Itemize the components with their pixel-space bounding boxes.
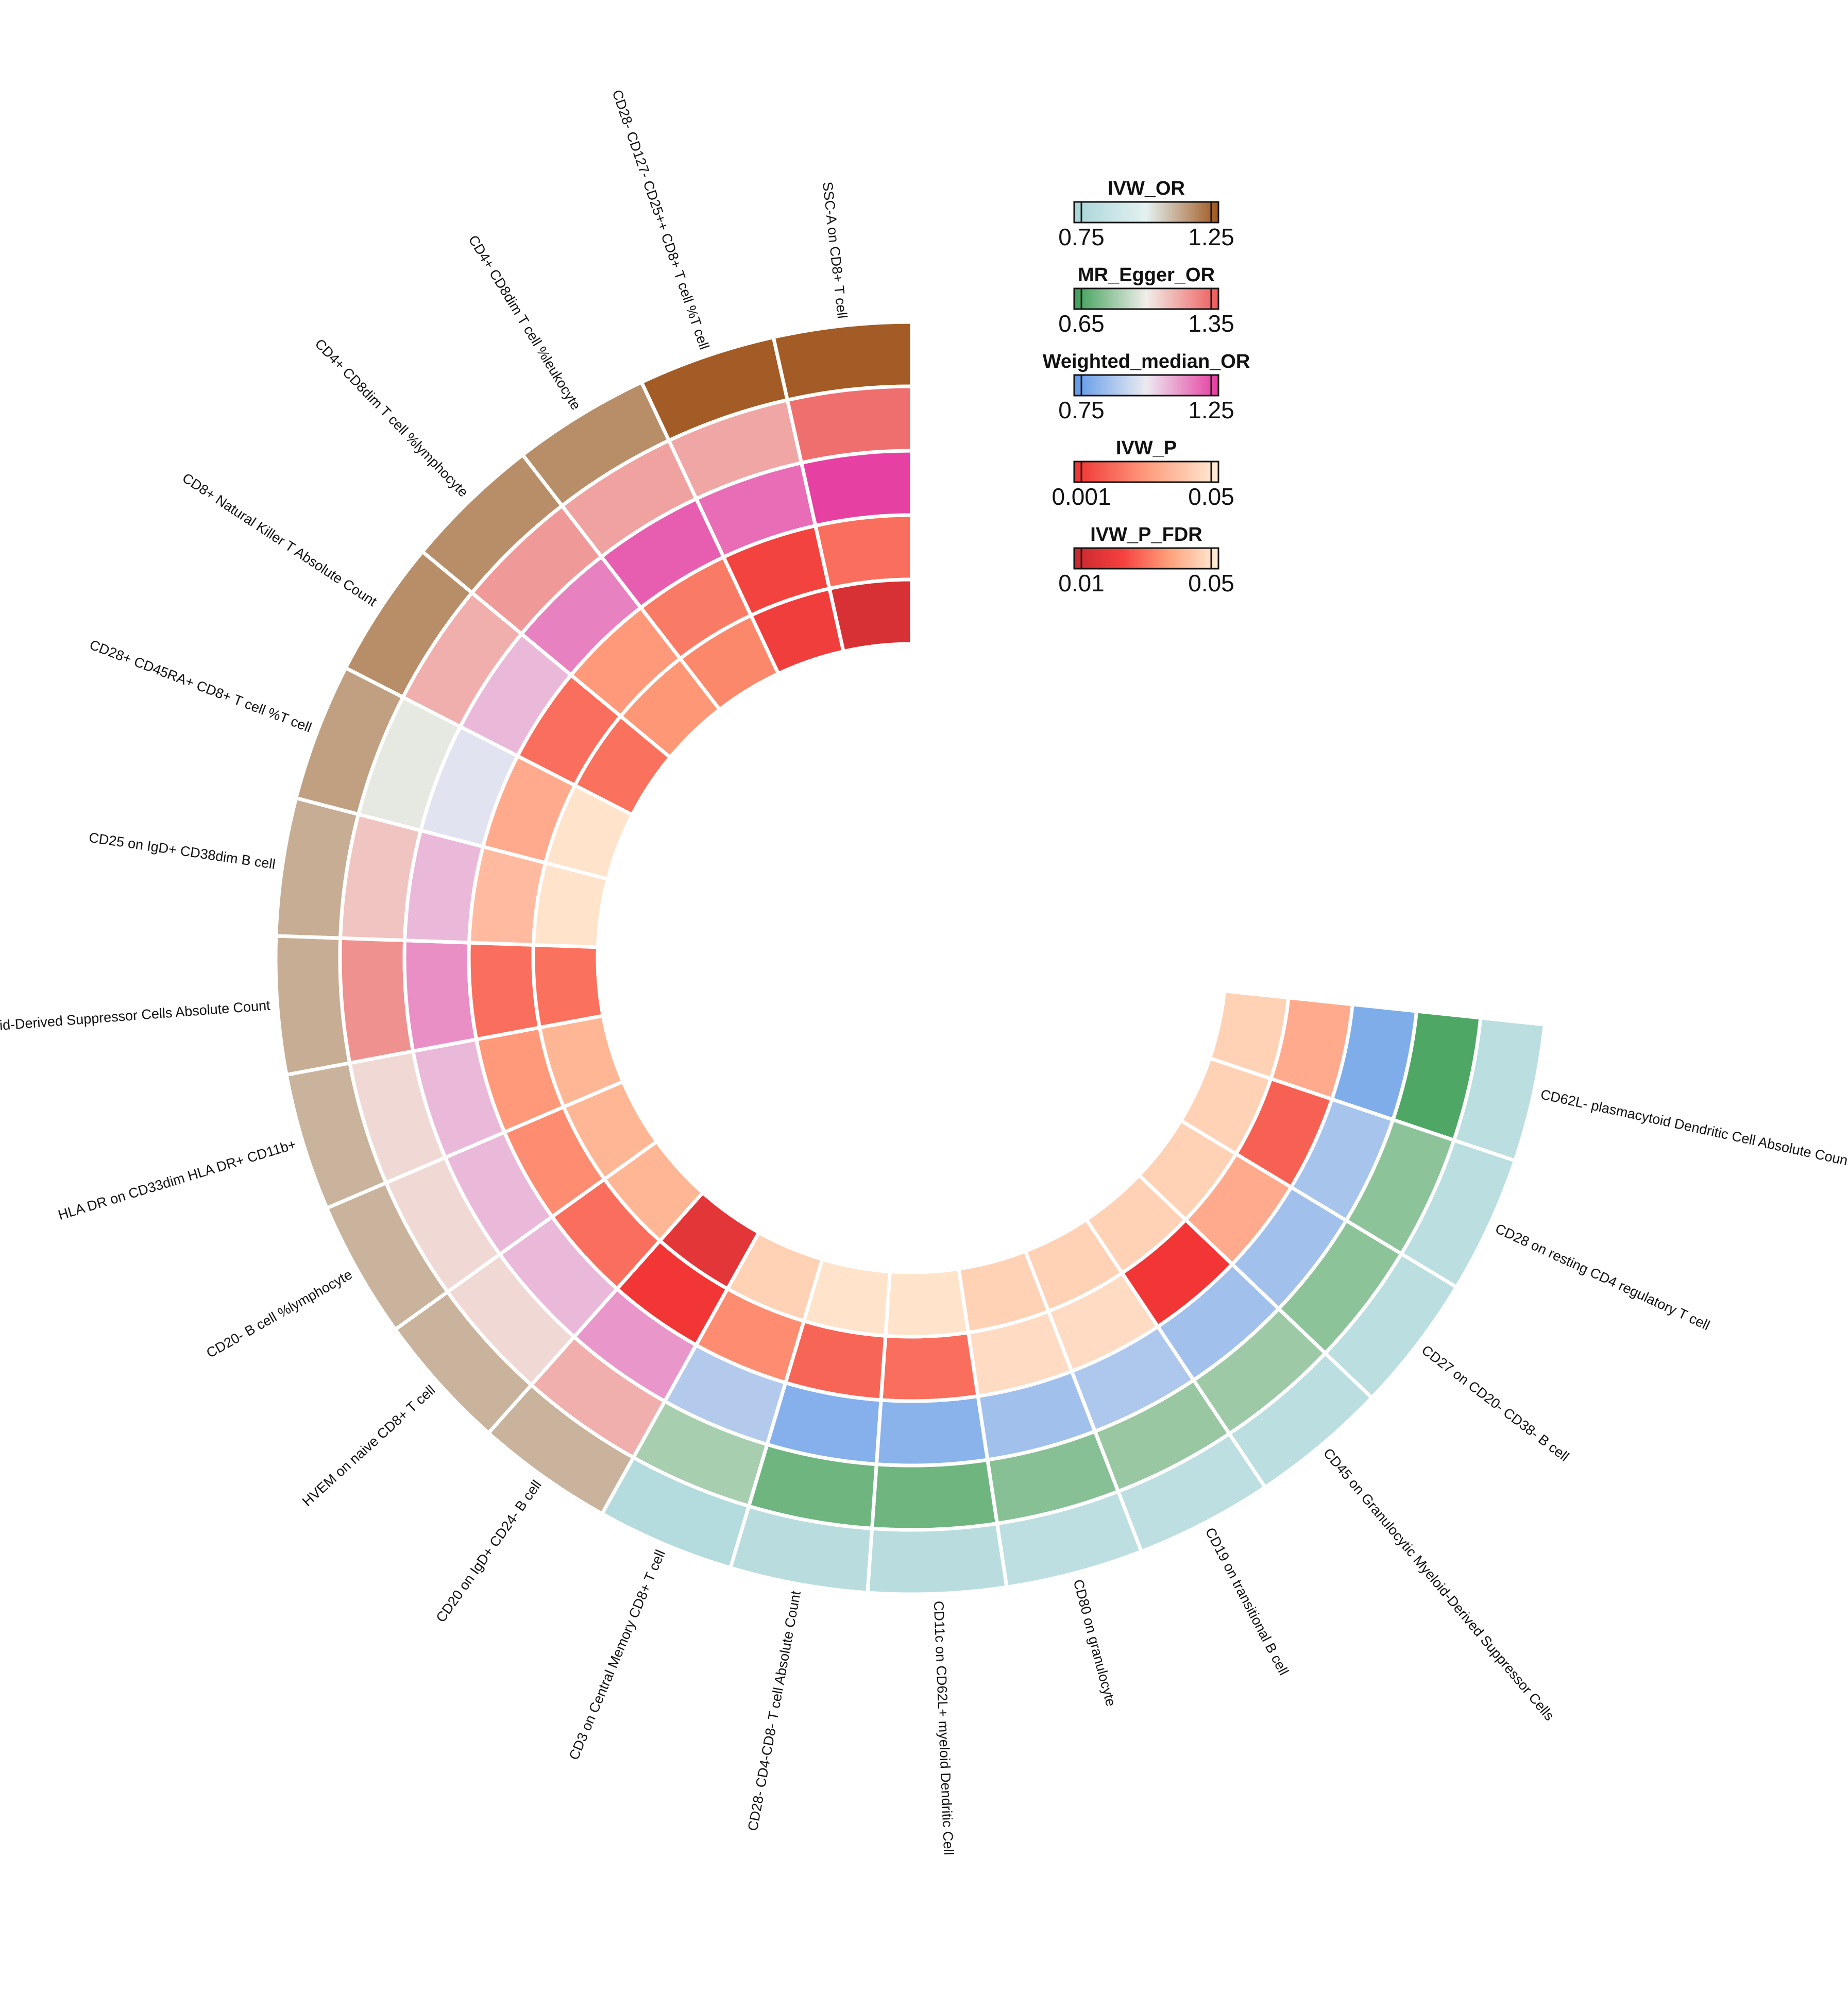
category-label: CD20 on IgD+ CD24- B cell: [433, 1477, 544, 1625]
legend-title: IVW_P_FDR: [1090, 524, 1202, 545]
category-label: CD19 on transitional B cell: [1202, 1525, 1292, 1678]
category-label: CD80 on granulocyte: [1071, 1578, 1119, 1708]
heatmap-cell-ivw-p-20: [813, 513, 914, 591]
category-label: CD28- CD127- CD25++ CD8+ T cell %T cell: [609, 88, 712, 352]
category-label: CD20- B cell %lymphocyte: [204, 1267, 354, 1361]
legend-colorbar: [1073, 547, 1219, 570]
legend-title: IVW_P: [1116, 437, 1177, 459]
legend-min-label: 0.65: [1058, 310, 1105, 337]
heatmap-cell-ivw-p-fdr-13: [531, 943, 605, 1030]
category-label: SSC-A on CD8+ T cell: [820, 181, 850, 319]
category-label: HLA DR on CD33dim HLA DR+ CD11b+: [56, 1136, 298, 1223]
category-label: CD28- CD4-CD8- T cell Absolute Count: [745, 1589, 804, 1832]
category-label: CD11c on CD62L+ myeloid Dendritic Cell: [931, 1600, 957, 1855]
heatmap-cell-mr-egger-or-13: [338, 936, 415, 1065]
category-label: CD28 on resting CD4 regulatory T cell: [1493, 1221, 1713, 1334]
heatmap-rings: [274, 320, 1547, 1596]
legend-max-label: 1.25: [1188, 397, 1234, 423]
legend-max-label: 0.05: [1188, 570, 1234, 596]
category-label: CD3 on Central Memory CD8+ T cell: [566, 1547, 668, 1762]
legend-min-label: 0.01: [1058, 570, 1105, 596]
legend-colorbar: [1073, 287, 1219, 310]
category-label: CD4+ CD8dim T cell %leukocyte: [465, 232, 584, 413]
legend-title: IVW_OR: [1108, 178, 1185, 199]
category-label: CD4+ CD8dim T cell %lymphocyte: [312, 336, 471, 500]
heatmap-cell-weighted-median-or-13: [402, 938, 479, 1053]
category-label: CD8+ Natural Killer T Absolute Count: [180, 470, 380, 609]
heatmap-cell-ivw-p-13: [467, 941, 542, 1042]
category-label: HVEM on naive CD8+ T cell: [299, 1382, 438, 1509]
legend-max-label: 1.25: [1188, 224, 1234, 250]
category-label: CD62L- plasmacytoid Dendritic Cell Absol…: [1539, 1086, 1848, 1169]
category-label: CD27 on CD20- CD38- B cell: [1419, 1342, 1572, 1464]
legend-title: MR_Egger_OR: [1078, 264, 1215, 286]
heatmap-cell-mr-egger-or-6: [870, 1458, 999, 1532]
category-label: CD45 on Granulocytic Myeloid-Derived Sup…: [1320, 1445, 1557, 1724]
legend-max-label: 1.35: [1188, 310, 1234, 337]
legend-colorbar: [1073, 201, 1219, 224]
legend-colorbar: [1073, 374, 1219, 397]
legend-min-label: 0.75: [1058, 224, 1105, 250]
color-legends: IVW_OR 0.75 1.25 MR_Egger_OR 0.65 1.35 Weighte…: [1043, 178, 1250, 596]
legend-min-label: 0.75: [1058, 397, 1105, 423]
legend-max-label: 0.05: [1188, 483, 1234, 510]
heatmap-cell-ivw-or-6: [866, 1521, 1009, 1596]
category-label: Monocytic Myeloid-Derived Suppressor Cel…: [0, 997, 271, 1041]
legend-colorbar: [1073, 461, 1219, 483]
heatmap-cell-weighted-median-or-6: [874, 1394, 990, 1468]
category-label: CD25 on IgD+ CD38dim B cell: [88, 830, 277, 872]
heatmap-cell-ivw-p-6: [879, 1330, 980, 1403]
legend-title: Weighted_median_OR: [1043, 351, 1250, 372]
category-label: CD28+ CD45RA+ CD8+ T cell %T cell: [88, 637, 314, 735]
heatmap-cell-ivw-p-fdr-20: [827, 577, 914, 654]
heatmap-cell-ivw-p-fdr-6: [883, 1267, 971, 1339]
legend-min-label: 0.001: [1052, 483, 1111, 510]
